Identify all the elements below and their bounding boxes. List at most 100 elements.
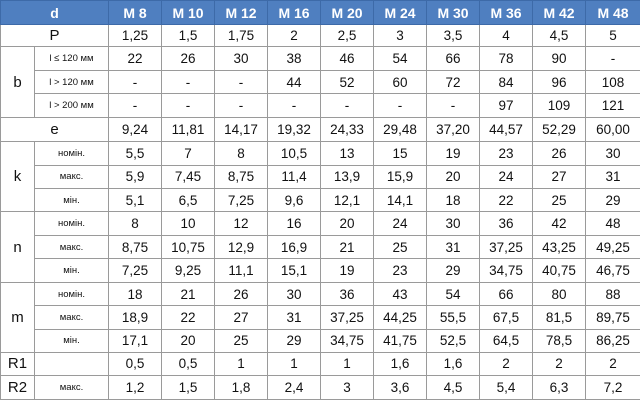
header-size-cell: M 48 (585, 0, 640, 25)
value-cell: 5,5 (108, 141, 162, 166)
value-cell: 9,25 (161, 258, 215, 283)
value-cell: 7,25 (108, 258, 162, 283)
row-label: R2 (0, 374, 35, 400)
value-cell: 1,75 (214, 23, 268, 48)
m-max-row: макс. 18,9 22 27 31 37,25 44,25 55,5 67,5 81,5 89,… (1, 305, 640, 330)
row-sublabel: l ≤ 120 мм (34, 46, 109, 71)
k-max-row: макс. 5,9 7,45 8,75 11,4 13,9 15,9 20 24 27 31 (1, 164, 640, 190)
value-cell: 25 (532, 188, 586, 213)
row-sublabel: номін. (34, 141, 109, 166)
value-cell: 30 (426, 211, 480, 236)
R1-row: R1 0,5 0,5 1 1 1 1,6 1,6 2 2 2 (0, 352, 640, 376)
value-cell: 38 (267, 46, 321, 71)
b-120-200-row: l > 120 мм - - -44 52 60 72 84 96 108 (1, 69, 640, 95)
value-cell: 23 (479, 141, 533, 166)
value-cell: 29,48 (373, 116, 427, 143)
value-cell: 36 (320, 281, 374, 307)
value-cell: 2,5 (320, 23, 374, 48)
value-cell: 20 (320, 211, 374, 236)
row-label: m (0, 281, 35, 354)
value-cell: 9,24 (108, 116, 162, 143)
value-cell: 18 (108, 281, 162, 307)
value-cell: 30 (214, 46, 268, 71)
value-cell: 16 (267, 211, 321, 236)
value-cell: 22 (108, 46, 162, 71)
value-cell: 4,5 (532, 23, 586, 48)
value-cell: 86,25 (585, 328, 640, 354)
value-cell: 42 (532, 211, 586, 236)
value-cell: - (108, 93, 162, 118)
value-cell: 108 (585, 69, 640, 95)
value-cell: 29 (426, 258, 480, 283)
value-cell: 31 (426, 234, 480, 260)
value-cell: 15,9 (373, 164, 427, 190)
value-cell: 9,6 (267, 188, 321, 213)
value-cell: 29 (585, 188, 640, 213)
row-sublabel: номін. (34, 211, 109, 236)
value-cell: 19 (320, 258, 374, 283)
R2-row: R2 макс. 1,2 1,5 1,8 2,4 3 3,6 4,5 5,4 6,3 7,2 (0, 374, 640, 400)
value-cell: 78,5 (532, 328, 586, 354)
value-cell: 72 (426, 69, 480, 95)
header-size-cell: M 42 (532, 0, 586, 25)
header-size-cell: M 20 (320, 0, 374, 25)
value-cell: 36 (479, 211, 533, 236)
value-cell: 20 (426, 164, 480, 190)
value-cell: 0,5 (108, 352, 162, 376)
value-cell: 64,5 (479, 328, 533, 354)
value-cell: 41,75 (373, 328, 427, 354)
header-size-cell: M 12 (214, 0, 268, 25)
value-cell: 5,1 (108, 188, 162, 213)
value-cell: 52 (320, 69, 374, 95)
value-cell: 7,25 (214, 188, 268, 213)
value-cell: 5 (585, 23, 640, 48)
value-cell: 10 (161, 211, 215, 236)
value-cell: 18 (426, 188, 480, 213)
value-cell: 55,5 (426, 305, 480, 330)
value-cell: 1,5 (161, 374, 215, 400)
value-cell: 121 (585, 93, 640, 118)
value-cell: 15,1 (267, 258, 321, 283)
value-cell: 12,9 (214, 234, 268, 260)
row-label: n (0, 211, 35, 283)
value-cell: 8 (108, 211, 162, 236)
value-cell: 84 (479, 69, 533, 95)
value-cell: 4,5 (426, 374, 480, 400)
value-cell: 54 (426, 281, 480, 307)
value-cell: 1,8 (214, 374, 268, 400)
value-cell: 1,6 (373, 352, 427, 376)
n-min-row: мін. 7,25 9,25 11,1 15,1 19 23 29 34,75 40,75 46,7… (1, 258, 640, 283)
value-cell: 89,75 (585, 305, 640, 330)
value-cell: 31 (585, 164, 640, 190)
value-cell: 8,75 (108, 234, 162, 260)
n-nom-row: n номін. 8 10 12 16 20 24 30 36 42 48 (0, 211, 640, 283)
value-cell: 2 (479, 352, 533, 376)
value-cell: 12,1 (320, 188, 374, 213)
value-cell: 19 (426, 141, 480, 166)
value-cell: - (214, 69, 268, 95)
m-min-row: мін. 17,1 20 25 29 34,75 41,75 52,5 64,5 78,5 86,2… (1, 328, 640, 354)
value-cell: 11,4 (267, 164, 321, 190)
value-cell: 27 (532, 164, 586, 190)
value-cell: 30 (267, 281, 321, 307)
value-cell: - (161, 69, 215, 95)
value-cell: 67,5 (479, 305, 533, 330)
value-cell: 44 (267, 69, 321, 95)
value-cell: 21 (320, 234, 374, 260)
value-cell: 4 (479, 23, 533, 48)
value-cell: 21 (161, 281, 215, 307)
value-cell: 27 (214, 305, 268, 330)
header-size-cell: M 16 (267, 0, 321, 25)
header-size-cell: M 30 (426, 0, 480, 25)
row-label: e (0, 116, 109, 143)
value-cell: 81,5 (532, 305, 586, 330)
value-cell: 6,3 (532, 374, 586, 400)
value-cell: 20 (161, 328, 215, 354)
value-cell: 2 (532, 352, 586, 376)
value-cell: 3 (320, 374, 374, 400)
value-cell: 37,20 (426, 116, 480, 143)
value-cell: 23 (373, 258, 427, 283)
value-cell: 5,9 (108, 164, 162, 190)
value-cell: 52,5 (426, 328, 480, 354)
